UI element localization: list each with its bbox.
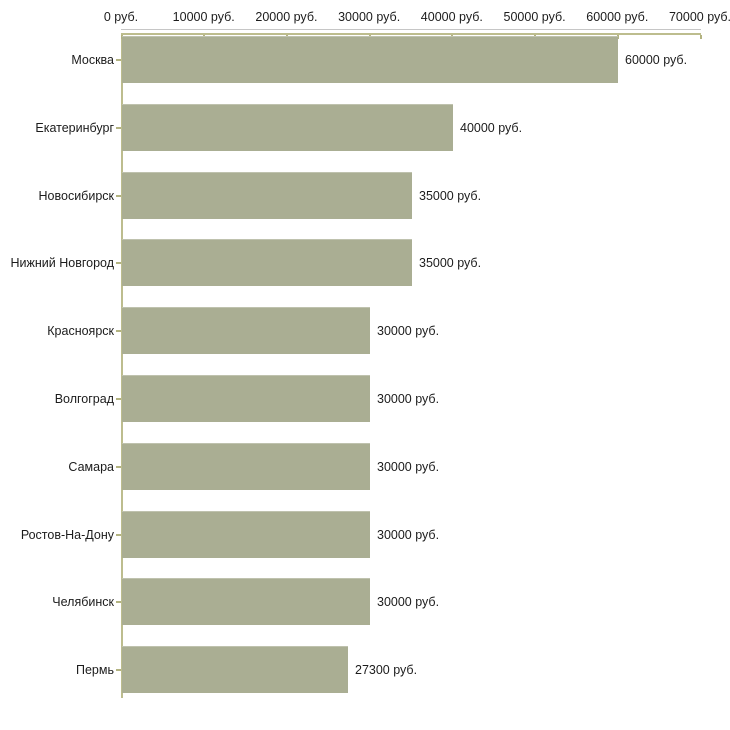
y-axis-tick — [116, 126, 121, 129]
x-axis-tick — [120, 35, 123, 39]
y-axis-tick — [116, 261, 121, 264]
x-axis-tick-label: 20000 руб. — [255, 10, 318, 24]
bar — [122, 307, 370, 354]
bar — [122, 443, 370, 490]
bar — [122, 36, 618, 83]
y-axis-tick — [116, 533, 121, 536]
bar-value-label: 30000 руб. — [377, 527, 440, 542]
bar-value-label: 30000 руб. — [377, 594, 440, 609]
bar — [122, 646, 348, 693]
y-axis-tick — [116, 600, 121, 603]
bar — [122, 239, 412, 286]
category-label: Красноярск — [47, 323, 114, 338]
x-axis-tick-label: 30000 руб. — [338, 10, 401, 24]
category-label: Ростов-На-Дону — [20, 527, 114, 542]
bar-value-label: 27300 руб. — [355, 662, 418, 677]
bar — [122, 375, 370, 422]
bar-value-label: 30000 руб. — [377, 323, 440, 338]
x-axis-tick-label: 50000 руб. — [503, 10, 566, 24]
bar-value-label: 35000 руб. — [419, 255, 482, 270]
bar — [122, 578, 370, 625]
x-axis-tick-label: 0 руб. — [103, 10, 139, 24]
y-axis-tick — [116, 329, 121, 332]
x-axis-top-line — [121, 29, 701, 30]
category-label: Екатеринбург — [35, 120, 114, 135]
bar-value-label: 30000 руб. — [377, 391, 440, 406]
y-axis-tick — [116, 58, 121, 61]
bar — [122, 511, 370, 558]
category-label: Пермь — [76, 662, 114, 677]
y-axis-tick — [116, 668, 121, 671]
bar — [122, 172, 412, 219]
x-axis-tick-label: 10000 руб. — [172, 10, 235, 24]
category-label: Новосибирск — [38, 188, 114, 203]
x-axis-tick-label: 60000 руб. — [586, 10, 649, 24]
bar-value-label: 35000 руб. — [419, 188, 482, 203]
category-label: Волгоград — [54, 391, 114, 406]
x-axis-line — [121, 33, 701, 35]
y-axis-tick — [116, 465, 121, 468]
bar-value-label: 30000 руб. — [377, 459, 440, 474]
bar-value-label: 60000 руб. — [625, 52, 688, 67]
y-axis-tick — [116, 194, 121, 197]
x-axis-tick-label: 70000 руб. — [668, 10, 730, 24]
x-axis-tick — [699, 35, 702, 39]
bar — [122, 104, 453, 151]
category-label: Челябинск — [52, 594, 114, 609]
x-axis-tick-label: 40000 руб. — [420, 10, 483, 24]
y-axis-line — [121, 33, 123, 698]
bar-value-label: 40000 руб. — [460, 120, 523, 135]
y-axis-tick — [116, 397, 121, 400]
category-label: Самара — [68, 459, 114, 474]
category-label: Нижний Новгород — [10, 255, 115, 270]
category-label: Москва — [71, 52, 114, 67]
